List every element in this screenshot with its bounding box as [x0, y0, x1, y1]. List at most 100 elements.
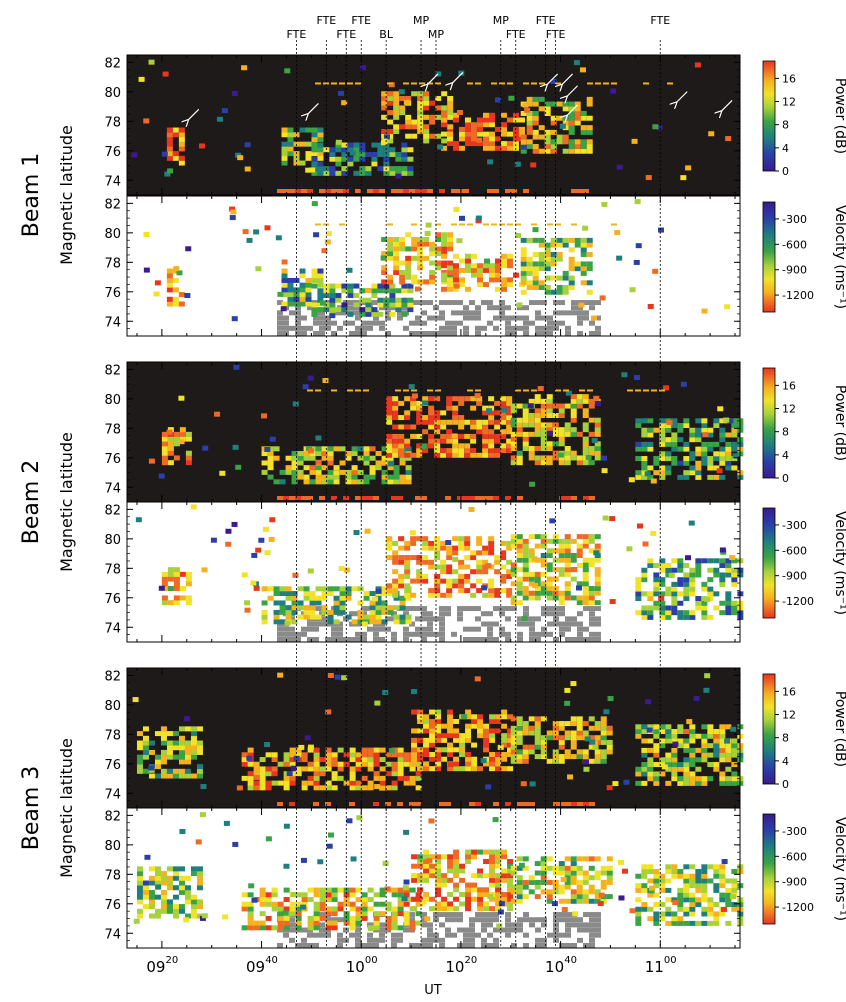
ground-scatter-cell	[571, 305, 577, 311]
ground-scatter-cell	[397, 932, 403, 938]
scatter-cell	[301, 757, 308, 763]
scatter-cell	[546, 460, 553, 466]
scatter-cell	[313, 747, 320, 753]
scatter-cell	[405, 124, 412, 130]
ground-scatter-cell	[343, 927, 349, 933]
noise-line-cell	[427, 389, 433, 392]
scatter-cell	[580, 111, 587, 117]
scatter-cell	[173, 586, 180, 592]
scatter-cell	[331, 897, 338, 903]
scatter-cell	[297, 600, 304, 606]
scatter-cell	[289, 761, 296, 767]
scatter-cell	[331, 775, 338, 781]
scatter-cell	[586, 280, 593, 286]
scatter-cell	[482, 267, 489, 273]
ground-scatter-cell	[289, 616, 295, 622]
scatter-cell	[701, 920, 708, 926]
scatter-cell	[606, 744, 613, 750]
scatter-cell	[458, 419, 465, 425]
scatter-cell	[166, 296, 173, 302]
scatter-cell	[161, 455, 168, 461]
ground-scatter-cell	[319, 912, 325, 918]
scatter-cell	[387, 119, 394, 125]
scatter-cell	[725, 456, 732, 462]
scatter-cell	[494, 267, 501, 273]
scatter-cell	[172, 871, 179, 877]
scatter-cell	[247, 892, 254, 898]
speckle-cell	[155, 884, 162, 890]
ground-scatter-cell	[403, 631, 409, 637]
scatter-cell	[495, 906, 502, 912]
ground-scatter-cell	[343, 637, 349, 642]
scatter-cell	[494, 452, 501, 458]
scatter-cell	[574, 242, 581, 248]
scatter-cell	[489, 752, 496, 758]
ground-scatter-cell	[457, 606, 463, 612]
scatter-cell	[516, 754, 523, 760]
power-band-cell	[421, 496, 427, 500]
scatter-cell	[528, 413, 535, 418]
scatter-cell	[580, 242, 587, 248]
ground-scatter-cell	[499, 310, 505, 316]
speckle-cell	[593, 550, 600, 556]
scatter-cell	[558, 735, 565, 741]
scatter-cell	[647, 610, 654, 616]
scatter-cell	[447, 709, 454, 715]
scatter-cell	[423, 255, 430, 261]
scatter-cell	[510, 422, 517, 428]
scatter-cell	[166, 904, 173, 910]
scatter-cell	[434, 429, 441, 435]
ground-scatter-cell	[505, 331, 511, 336]
scatter-cell	[689, 610, 696, 616]
scatter-cell	[719, 729, 726, 735]
speckle-cell	[214, 411, 221, 417]
scatter-cell	[659, 456, 666, 462]
scatter-cell	[665, 911, 672, 917]
ground-scatter-cell	[541, 611, 547, 617]
scatter-cell	[570, 754, 577, 760]
scatter-cell	[361, 892, 368, 898]
scatter-cell	[528, 398, 535, 404]
scatter-cell	[562, 242, 569, 248]
scatter-cell	[488, 405, 495, 411]
ground-scatter-cell	[433, 616, 439, 622]
scatter-cell	[522, 586, 529, 592]
scatter-cell	[482, 448, 489, 454]
ground-scatter-cell	[583, 927, 589, 933]
scatter-cell	[695, 567, 702, 573]
scatter-cell	[404, 559, 411, 565]
scatter-cell	[713, 591, 720, 597]
scatter-cell	[271, 771, 278, 777]
ground-scatter-cell	[547, 325, 553, 331]
scatter-cell	[395, 151, 402, 157]
scatter-cell	[365, 151, 372, 157]
scatter-cell	[399, 619, 406, 625]
scatter-cell	[665, 441, 672, 447]
scatter-cell	[510, 725, 517, 731]
scatter-cell	[476, 569, 483, 575]
speckle-cell	[304, 735, 311, 741]
scatter-cell	[319, 892, 326, 898]
scatter-cell	[465, 882, 472, 888]
scatter-cell	[283, 752, 290, 758]
ground-scatter-cell	[301, 937, 307, 943]
scatter-cell	[516, 586, 523, 592]
ground-scatter-cell	[589, 616, 595, 622]
scatter-cell	[386, 588, 393, 594]
power-band-cell	[439, 189, 445, 193]
speckle-cell	[230, 209, 237, 215]
scatter-cell	[653, 572, 660, 578]
scatter-cell	[397, 925, 404, 931]
scatter-cell	[353, 292, 360, 298]
scatter-cell	[385, 901, 392, 907]
scatter-cell	[411, 274, 418, 280]
scatter-cell	[588, 898, 595, 904]
speckle-cell	[275, 235, 282, 241]
scatter-cell	[600, 725, 607, 731]
scatter-cell	[446, 286, 453, 292]
scatter-cell	[580, 139, 587, 145]
scatter-cell	[161, 460, 168, 466]
scatter-cell	[526, 144, 533, 150]
ground-scatter-cell	[487, 943, 493, 948]
scatter-cell	[671, 920, 678, 926]
